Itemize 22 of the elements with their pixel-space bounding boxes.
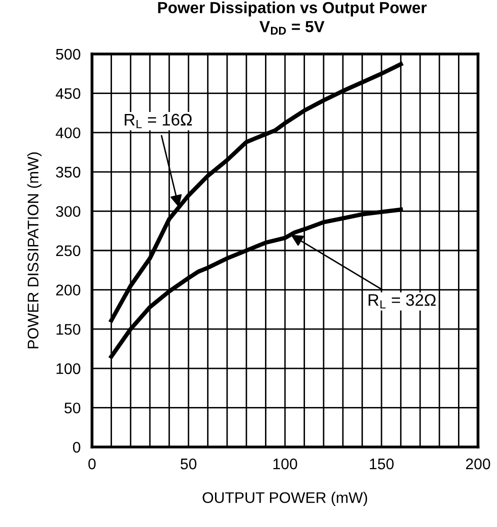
- x-tick-label: 200: [466, 458, 490, 470]
- chart-title: Power Dissipation vs Output Power: [158, 2, 427, 16]
- y-tick-label: 300: [56, 206, 80, 217]
- y-tick-label: 400: [56, 127, 80, 138]
- y-tick-label: 350: [56, 166, 80, 178]
- y-tick-label: 200: [56, 284, 80, 296]
- annotation: R$_{L}$ = 32Ω: [368, 294, 436, 308]
- y-tick-label: 500: [56, 48, 80, 60]
- y-tick-label: 0: [72, 442, 80, 453]
- annotation: R$_{L}$ = 16Ω: [124, 114, 192, 128]
- x-axis-title: OUTPUT POWER (mW): [202, 492, 368, 506]
- x-tick-label: 0: [88, 458, 96, 470]
- chart-subtitle: V$_{DD}$ = 5V: [260, 21, 324, 35]
- x-tick-label: 150: [370, 458, 394, 470]
- y-tick-label: 50: [64, 402, 80, 414]
- x-tick-label: 50: [180, 458, 196, 470]
- y-tick-label: 250: [56, 245, 80, 256]
- y-tick-label: 150: [56, 324, 80, 335]
- y-tick-label: 100: [56, 363, 80, 374]
- y-tick-label: 450: [56, 88, 80, 99]
- y-axis-title: POWER DISSIPATION (mW): [27, 152, 42, 348]
- x-tick-label: 100: [273, 458, 298, 470]
